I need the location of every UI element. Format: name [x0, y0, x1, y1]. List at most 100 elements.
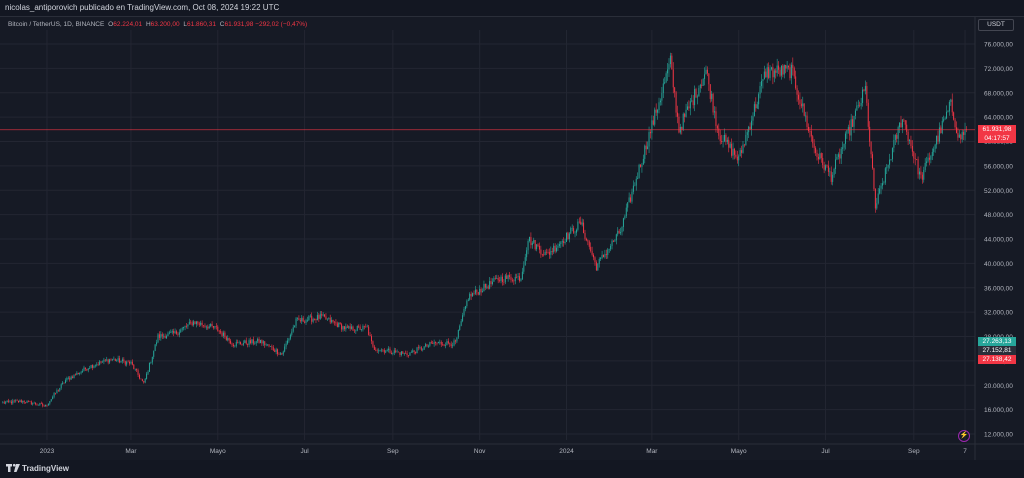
candle-body — [873, 168, 875, 190]
candle-body — [318, 315, 320, 319]
candle-body — [178, 332, 180, 335]
candle-body — [96, 364, 98, 366]
candle-body — [264, 341, 266, 346]
candle-body — [605, 254, 607, 256]
candle-body — [881, 183, 883, 186]
candle-body — [248, 340, 250, 345]
high-value: 63.200,00 — [150, 21, 180, 28]
candle-body — [721, 141, 723, 143]
candle-body — [294, 325, 296, 328]
candle-body — [668, 64, 670, 70]
price-tag-green: 27.263,13 — [978, 337, 1016, 346]
y-tick-label: 48.000,00 — [984, 212, 1013, 219]
candle-body — [55, 393, 57, 394]
candle-body — [763, 71, 765, 80]
candle-body — [617, 230, 619, 235]
candle-body — [201, 322, 203, 326]
tradingview-logo-icon[interactable] — [6, 463, 20, 473]
candle-body — [89, 368, 91, 369]
candle-body — [57, 390, 59, 391]
candle-body — [890, 159, 892, 160]
y-tick-label: 16.000,00 — [984, 407, 1013, 414]
candle-body — [496, 278, 498, 279]
candle-body — [584, 232, 586, 239]
candle-body — [927, 157, 929, 162]
last-price-tag: 61.931,98 — [978, 125, 1016, 134]
candle-body — [924, 162, 926, 170]
candle-body — [42, 403, 44, 406]
candle-body — [312, 318, 314, 322]
candle-body — [610, 245, 612, 250]
candle-body — [126, 361, 128, 365]
candle-body — [921, 174, 923, 180]
candle-body — [817, 156, 819, 160]
candle-body — [879, 188, 881, 194]
candle-body — [917, 159, 919, 175]
candle-body — [659, 100, 661, 103]
candle-body — [355, 330, 357, 332]
candle-body — [901, 119, 903, 128]
candle-body — [758, 94, 760, 105]
publisher-line: nicolas_antiporovich publicado en Tradin… — [5, 3, 280, 12]
candle-body — [436, 343, 438, 344]
candle-body — [620, 232, 622, 234]
candle-body — [469, 293, 471, 300]
candle-body — [635, 178, 637, 186]
candle-body — [213, 326, 215, 328]
chart-frame — [0, 16, 1024, 460]
candle-body — [373, 346, 375, 350]
candle-body — [745, 134, 747, 146]
currency-button[interactable]: USDT — [978, 19, 1014, 31]
open-key: O — [108, 21, 114, 28]
candle-body — [953, 112, 955, 120]
candle-body — [661, 93, 663, 101]
x-tick-label: Mar — [646, 448, 658, 455]
candle-body — [437, 342, 439, 344]
candle-body — [658, 102, 660, 111]
candle-body — [197, 321, 199, 324]
candle-body — [594, 257, 596, 263]
candle-body — [810, 131, 812, 137]
candle-body — [398, 351, 400, 353]
x-tick-label: Jul — [821, 448, 830, 455]
candle-body — [319, 314, 321, 319]
candle-body — [726, 139, 728, 142]
candle-body — [798, 94, 800, 100]
candle-body — [702, 78, 704, 86]
candle-body — [358, 326, 360, 327]
candle-body — [268, 344, 270, 347]
candle-body — [72, 376, 74, 379]
candle-body — [780, 65, 782, 76]
candle-body — [372, 341, 374, 347]
candle-body — [123, 359, 125, 362]
candle-body — [712, 93, 714, 113]
candle-body — [795, 76, 797, 89]
x-tick-label: Sep — [387, 448, 399, 455]
candle-body — [328, 317, 330, 319]
candle-body — [259, 340, 261, 343]
candle-body — [842, 147, 844, 149]
candle-body — [850, 119, 852, 136]
candle-body — [776, 65, 778, 73]
candle-body — [800, 103, 802, 107]
lightning-icon[interactable]: ⚡ — [958, 430, 970, 442]
candle-body — [296, 318, 298, 319]
candle-body — [110, 359, 112, 360]
candle-body — [514, 276, 516, 282]
candle-body — [453, 340, 455, 346]
candle-body — [775, 70, 777, 73]
candle-body — [533, 240, 535, 243]
tradingview-brand[interactable]: TradingView — [22, 464, 69, 473]
candle-body — [736, 156, 738, 161]
low-key: L — [183, 21, 188, 28]
candle-body — [84, 367, 86, 370]
candle-body — [194, 321, 196, 325]
candle-body — [80, 371, 82, 373]
candle-body — [305, 320, 307, 323]
candle-body — [267, 344, 269, 345]
candle-body — [92, 365, 94, 368]
candle-body — [648, 132, 650, 147]
candle-body — [278, 354, 280, 355]
candle-body — [802, 103, 804, 107]
